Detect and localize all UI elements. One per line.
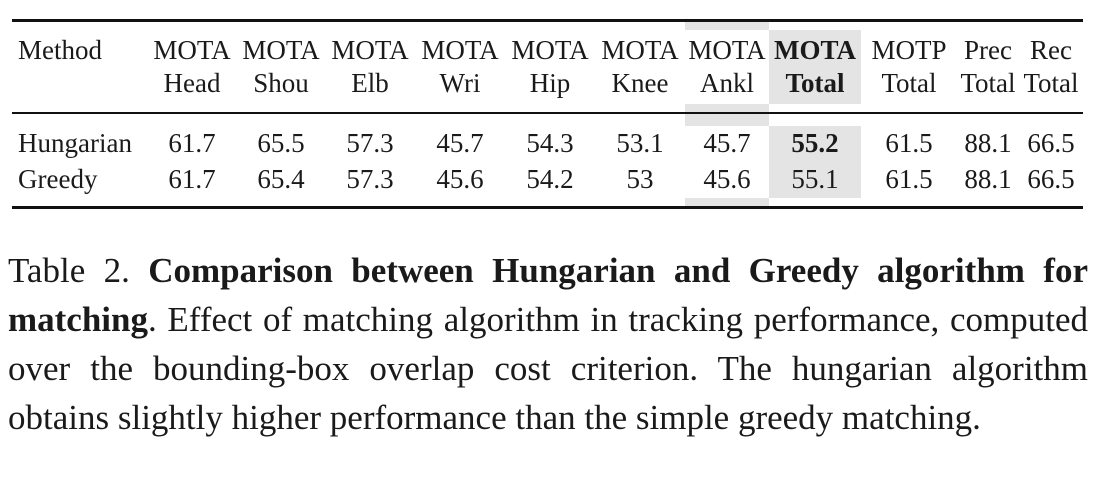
header2-shou: Shou [253, 68, 309, 98]
header-mota-total: MOTA [769, 30, 861, 66]
cell: 45.6 [436, 164, 484, 194]
header-row-1: Method MOTA MOTA MOTA MOTA MOTA MOTA MOT… [12, 30, 1083, 66]
header-mota-shou: MOTA [242, 35, 320, 65]
cell: 54.3 [526, 128, 574, 158]
cell: 53 [626, 164, 654, 194]
header-mota-wri: MOTA [421, 35, 499, 65]
cell: 61.7 [168, 164, 216, 194]
cell: 45.6 [703, 164, 751, 194]
table-row: Hungarian 61.7 65.5 57.3 45.7 54.3 53.1 … [12, 125, 1083, 162]
results-table-container: Method MOTA MOTA MOTA MOTA MOTA MOTA MOT… [12, 19, 1083, 209]
cell: 61.5 [885, 164, 933, 194]
header-mota-ankl: MOTA [688, 35, 766, 65]
cell: 45.7 [703, 128, 751, 158]
table-caption: Table 2. Comparison between Hungarian an… [8, 246, 1088, 442]
table-row: Greedy 61.7 65.4 57.3 45.6 54.2 53 45.6 … [12, 161, 1083, 198]
cell: 88.1 [964, 164, 1012, 194]
header2-hip: Hip [529, 68, 571, 98]
cell: 53.1 [616, 128, 664, 158]
mid-rule [12, 112, 1083, 114]
header-method: Method [18, 35, 102, 65]
header2-total-highlighted: Total [769, 66, 861, 104]
cell: 54.2 [526, 164, 574, 194]
row-method: Greedy [18, 164, 98, 194]
cell: 57.3 [346, 164, 394, 194]
results-table: Method MOTA MOTA MOTA MOTA MOTA MOTA MOT… [12, 22, 1083, 206]
cell: 61.7 [168, 128, 216, 158]
header2-motp-total: Total [881, 68, 937, 98]
header2-elb: Elb [351, 68, 389, 98]
cell: 66.5 [1027, 128, 1075, 158]
cell: 88.1 [964, 128, 1012, 158]
header2-empty [12, 66, 147, 104]
header-mota-knee: MOTA [601, 35, 679, 65]
cell-mota-total: 55.1 [769, 161, 861, 198]
cell: 66.5 [1027, 164, 1075, 194]
header2-prec-total: Total [960, 68, 1016, 98]
header2-ankl: Ankl [700, 68, 754, 98]
caption-body: . Effect of matching algorithm in tracki… [8, 300, 1088, 437]
header-row-2: Head Shou Elb Wri Hip Knee Ankl Total To… [12, 66, 1083, 104]
header-mota-hip: MOTA [511, 35, 589, 65]
header-prec-total: Prec [964, 35, 1012, 65]
header2-knee: Knee [611, 68, 669, 98]
cell-mota-total-best: 55.2 [769, 125, 861, 162]
cell: 45.7 [436, 128, 484, 158]
caption-title: Comparison between Hungarian and Greedy … [8, 251, 1088, 339]
cell: 61.5 [885, 128, 933, 158]
cell: 65.4 [257, 164, 305, 194]
row-method: Hungarian [18, 128, 132, 158]
header-mota-elb: MOTA [331, 35, 409, 65]
bottom-rule [12, 205, 1083, 209]
header2-head: Head [163, 68, 221, 98]
top-rule [12, 19, 1083, 22]
header-rec-total: Rec [1030, 35, 1072, 65]
header2-rec-total: Total [1023, 68, 1079, 98]
cell: 57.3 [346, 128, 394, 158]
header-motp-total: MOTP [871, 35, 947, 65]
cell: 65.5 [257, 128, 305, 158]
header2-wri: Wri [439, 68, 481, 98]
caption-label: Table 2. [8, 251, 130, 290]
header-mota-head: MOTA [153, 35, 231, 65]
